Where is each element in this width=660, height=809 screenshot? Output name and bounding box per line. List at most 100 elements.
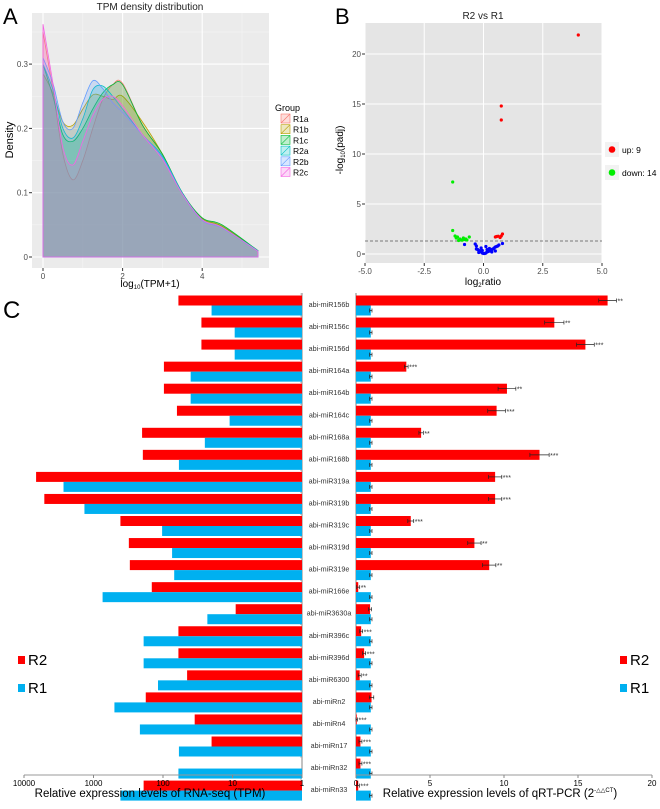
rnaseq-bar-R1: [162, 526, 302, 536]
x-tick-label: 2: [120, 272, 125, 281]
qpcr-bar-R2: [356, 604, 371, 615]
legend-swatch-line: [280, 124, 291, 134]
legend-swatch-R2: [18, 656, 25, 664]
significance-marker: **: [565, 321, 571, 328]
rnaseq-bar-R2: [178, 295, 302, 306]
volcano-point-down: [451, 228, 455, 233]
rnaseq-bar-R1: [143, 658, 302, 669]
mirna-label: abi-miRn2: [313, 697, 346, 706]
rnaseq-bar-R2: [145, 692, 302, 703]
rnaseq-bar-R1: [234, 327, 302, 338]
qpcr-bar-R1: [356, 393, 371, 404]
x-tick-label: -5.0: [358, 267, 372, 276]
qpcr-bar-R1: [356, 459, 371, 470]
volcano-point-not-significant: [462, 242, 467, 247]
x-tick-label: 2.5: [537, 267, 549, 276]
significance-marker: ***: [503, 497, 511, 504]
significance-marker: ***: [550, 453, 558, 460]
volcano-point-not-significant: [474, 244, 478, 248]
rnaseq-bar-R1: [178, 768, 302, 779]
panel-label-b: B: [335, 4, 350, 29]
rnaseq-bar-R2: [201, 339, 302, 350]
rnaseq-bar-R2: [201, 317, 302, 328]
rnaseq-bar-R2: [187, 670, 302, 681]
qpcr-bar-R1: [356, 503, 371, 514]
rnaseq-bar-R2: [142, 427, 302, 438]
mirna-label: abi-miR168b: [309, 454, 350, 463]
x-label-part: Relative expression levels of qRT-PCR (2: [383, 788, 594, 800]
x-tick-label: 1000: [85, 779, 103, 788]
x-tick-label: 5: [428, 779, 433, 788]
mirna-label: abi-miRn4: [313, 719, 346, 728]
volcano-point-up: [576, 33, 580, 37]
rnaseq-bar-R2: [176, 405, 302, 416]
rnaseq-bar-R2: [129, 560, 302, 571]
rnaseq-x-label: Relative expression levels of RNA-seq (T…: [35, 788, 266, 800]
legend-label: R1c: [293, 135, 309, 145]
qpcr-bar-R1: [356, 327, 371, 338]
qpcr-bar-R1: [356, 548, 371, 559]
rnaseq-bar-R2: [178, 648, 302, 659]
volcano-point-up: [499, 118, 503, 122]
mirna-label: abi-miR396d: [309, 653, 350, 662]
x-tick-label: 20: [648, 779, 657, 788]
qpcr-bar-R1: [356, 680, 371, 691]
qpcr-bar-R1: [356, 415, 371, 426]
legend-label: R1b: [293, 125, 309, 135]
y-tick-label: 0.2: [17, 124, 29, 133]
mirna-label: abi-miR156b: [309, 300, 350, 309]
mirna-label: abi-miR6300: [309, 675, 350, 684]
mirna-label: abi-miRn33: [311, 785, 348, 794]
legend-swatch-R1: [18, 684, 25, 692]
qpcr-bar-R1: [356, 658, 371, 669]
x-label-part: ): [613, 788, 617, 800]
legend-label-R2: R2: [28, 652, 47, 669]
legend-label: R2a: [293, 146, 309, 156]
y-tick-label: 5: [357, 200, 362, 209]
mirna-label: abi-miR164c: [309, 410, 350, 419]
rnaseq-bar-R2: [142, 449, 302, 460]
significance-marker: ***: [503, 475, 511, 482]
rnaseq-bar-R1: [211, 305, 302, 316]
mirna-label: abi-miR168a: [309, 432, 350, 441]
density-title: TPM density distribution: [97, 2, 204, 13]
x-label-part: ratio: [482, 277, 502, 288]
rnaseq-bar-R1: [143, 636, 302, 647]
qpcr-bar-R2: [356, 538, 475, 549]
rnaseq-bar-R2: [128, 538, 302, 549]
x-tick-label: 0.0: [478, 267, 490, 276]
rnaseq-bar-R2: [235, 604, 302, 615]
mirna-label: abi-miR319a: [309, 476, 350, 485]
mirna-label: abi-miR164b: [309, 388, 350, 397]
mirna-label: abi-miRn32: [311, 763, 348, 772]
mirna-label: abi-miR164a: [309, 366, 350, 375]
significance-marker: ***: [506, 409, 514, 416]
y-tick-label: 0: [357, 250, 362, 259]
qpcr-bar-R2: [356, 626, 362, 637]
y-label-part: -log: [335, 158, 346, 175]
qpcr-bar-R2: [356, 427, 422, 438]
legend-title: Group: [275, 103, 300, 113]
x-tick-label: 100: [156, 779, 170, 788]
significance-marker: ***: [363, 740, 371, 747]
volcano-point-not-significant: [480, 248, 484, 253]
x-tick-label: -2.5: [417, 267, 431, 276]
panel-label-c: C: [3, 297, 20, 324]
volcano-y-label: -log10(padj): [335, 126, 347, 175]
qpcr-bar-R2: [356, 405, 497, 416]
volcano-point-not-significant: [479, 246, 483, 250]
mirna-label: abi-miR319d: [309, 543, 350, 552]
legend-label: R2b: [293, 157, 309, 167]
significance-marker: ***: [595, 343, 603, 350]
rnaseq-bar-R1: [178, 459, 302, 470]
y-tick-label: 10: [352, 150, 361, 159]
volcano-point-not-significant: [493, 249, 497, 253]
rnaseq-bar-R2: [120, 516, 302, 526]
qpcr-bar-R2: [356, 361, 407, 372]
legend-swatch-line: [280, 167, 291, 177]
y-tick-label: 0.3: [17, 60, 29, 69]
qpcr-bar-R1: [356, 526, 371, 536]
qpcr-bar-R2: [356, 648, 365, 659]
x-tick-label: 10: [228, 779, 237, 788]
volcano-point-not-significant: [485, 247, 489, 252]
